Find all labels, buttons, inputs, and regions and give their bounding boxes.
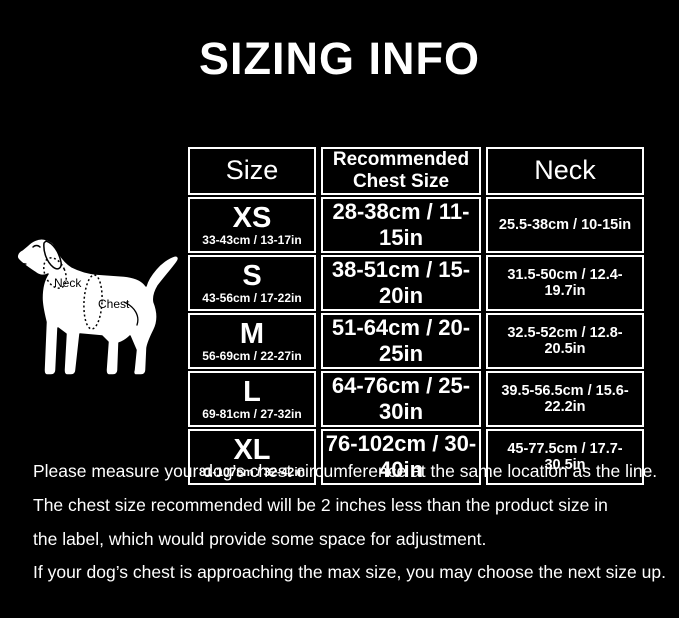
neck-range: 32.5-52cm / 12.8-20.5in [486,312,644,369]
size-range: 69-81cm / 27-32in [202,407,302,422]
size-label: S [242,260,262,293]
table-row-m: M 56-69cm / 22-27in 51-64cm / 20-25in 32… [188,312,644,369]
note-line-4: If your dog’s chest is approaching the m… [33,562,666,583]
dog-thigh-line [123,301,139,326]
chest-range: 51-64cm / 20-25in [321,312,481,369]
table-row-l: L 69-81cm / 27-32in 64-76cm / 25-30in 39… [188,370,644,427]
chest-range: 76-102cm / 30-40in [321,428,481,485]
size-label: M [239,318,265,351]
measurement-notes: Please measure your dog’s chest circumfe… [33,461,667,597]
table-header-row: Size Recommended Chest Size Neck [188,147,644,195]
col-header-chest: Recommended Chest Size [321,147,481,195]
note-line-3: the label, which would provide some spac… [33,528,487,549]
dog-measurement-diagram: Neck Chest [6,212,192,384]
neck-range: 31.5-50cm / 12.4-19.7in [486,254,644,311]
chest-measure-ellipse [83,274,103,330]
size-cell: S 43-56cm / 17-22in [188,254,316,311]
chest-range: 38-51cm / 15-20in [321,254,481,311]
size-label: L [243,376,261,409]
note-line-1: Please measure your dog’s chest circumfe… [33,461,658,481]
chest-range: 64-76cm / 25-30in [321,370,481,427]
table-row-s: S 43-56cm / 17-22in 38-51cm / 15-20in 31… [188,254,644,311]
sizing-table: Size Recommended Chest Size Neck XS 33-4… [183,145,649,487]
size-label: XS [232,202,272,235]
neck-range: 39.5-56.5cm / 15.6-22.2in [486,370,644,427]
neck-label: Neck [54,276,82,290]
size-range: 43-56cm / 17-22in [202,291,302,306]
table-row-xl: XL 81-107cm / 32-42in 76-102cm / 30-40in… [188,428,644,485]
dog-silhouette [16,238,180,376]
neck-range: 45-77.5cm / 17.7-30.5in [486,428,644,485]
note-line-2: The chest size recommended will be 2 inc… [33,494,608,515]
chest-range: 28-38cm / 11-15in [321,196,481,253]
dog-eye [32,244,41,248]
dog-ear [43,240,62,270]
size-cell: XL 81-107cm / 32-42in [188,428,316,485]
page-title: SIZING INFO [199,33,480,84]
size-cell: L 69-81cm / 27-32in [188,370,316,427]
size-range: 33-43cm / 13-17in [202,233,302,248]
size-range: 56-69cm / 22-27in [202,349,302,364]
neck-range: 25.5-38cm / 10-15in [486,196,644,253]
size-label: XL [233,434,271,467]
col-header-neck: Neck [486,147,644,195]
chest-label: Chest [98,297,130,311]
dog-mouth [17,258,27,265]
table-row-xs: XS 33-43cm / 13-17in 28-38cm / 11-15in 2… [188,196,644,253]
dog-diagram-svg: Neck Chest [16,238,180,376]
size-cell: XS 33-43cm / 13-17in [188,196,316,253]
size-cell: M 56-69cm / 22-27in [188,312,316,369]
col-header-size: Size [188,147,316,195]
neck-measure-ellipse [43,257,67,289]
size-range: 81-107cm / 32-42in [198,465,306,480]
